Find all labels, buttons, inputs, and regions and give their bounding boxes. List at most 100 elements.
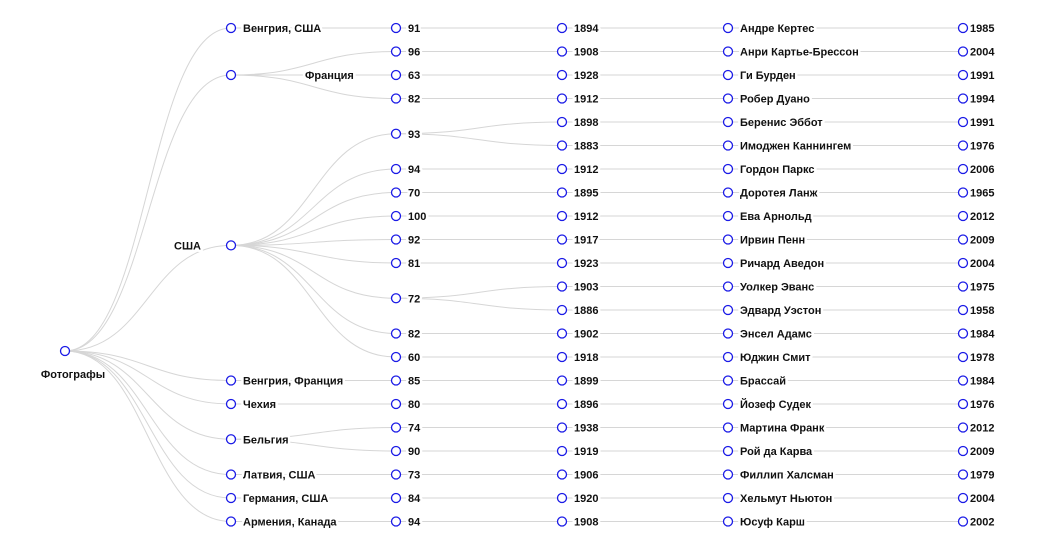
tree-node-depth-2[interactable] [390,93,402,104]
tree-node-depth-2[interactable] [390,69,402,81]
tree-node-depth-5[interactable] [957,116,969,128]
tree-node-depth-4[interactable] [722,516,734,527]
tree-node-depth-5[interactable] [957,234,969,245]
tree-node-depth-3[interactable] [556,22,568,34]
photographer-name-label-halo: Йозеф Судек [740,398,811,411]
tree-node-depth-2[interactable] [390,422,402,433]
tree-node-depth-2[interactable] [390,445,402,457]
tree-node-depth-2[interactable] [390,351,402,363]
tree-node-depth-2[interactable] [390,128,402,139]
tree-node-depth-5[interactable] [957,398,969,410]
tree-node-depth-5[interactable] [957,69,969,81]
tree-node-depth-4[interactable] [722,116,734,128]
tree-node-depth-2[interactable] [390,516,402,527]
tree-node-depth-5[interactable] [957,46,969,57]
tree-node-depth-5[interactable] [957,163,969,175]
tree-node-depth-2[interactable] [390,22,402,34]
tree-node-depth-5[interactable] [957,328,969,339]
tree-node-depth-2[interactable] [390,398,402,410]
tree-node-depth-1[interactable] [225,69,237,81]
tree-node-depth-4[interactable] [722,422,734,433]
tree-node-depth-5[interactable] [957,375,969,386]
tree-node-depth-3[interactable] [556,398,568,410]
tree-node-depth-5[interactable] [957,304,969,316]
tree-node-depth-1[interactable] [225,516,237,527]
tree-node-depth-4[interactable] [722,445,734,457]
tree-node-depth-5[interactable] [957,516,969,527]
tree-node-depth-2[interactable] [390,492,402,504]
tree-node-depth-5[interactable] [957,93,969,104]
tree-node-depth-4[interactable] [722,187,734,198]
tree-node-depth-3[interactable] [556,93,568,104]
tree-node-depth-3[interactable] [556,46,568,57]
tree-node-depth-2[interactable] [390,328,402,339]
tree-node-depth-2[interactable] [390,46,402,57]
tree-node-depth-4[interactable] [722,328,734,339]
tree-node-depth-3[interactable] [556,234,568,245]
photographer-name-label-halo: Рой да Карва [740,446,813,458]
tree-node-depth-3[interactable] [556,445,568,457]
tree-node-depth-3[interactable] [556,516,568,527]
tree-node-depth-5[interactable] [957,257,969,269]
tree-node-depth-3[interactable] [556,469,568,480]
tree-node-depth-3[interactable] [556,422,568,433]
tree-node-depth-5[interactable] [957,492,969,504]
tree-node-depth-1[interactable] [225,375,237,386]
tree-node-depth-4[interactable] [722,69,734,81]
tree-node-depth-3[interactable] [556,492,568,504]
tree-node-depth-4[interactable] [722,257,734,269]
tree-node-depth-4[interactable] [722,163,734,175]
tree-node-depth-4[interactable] [722,304,734,316]
tree-node-depth-4[interactable] [722,234,734,245]
tree-node-depth-5[interactable] [957,22,969,34]
tree-node-depth-4[interactable] [722,210,734,222]
tree-node-depth-4[interactable] [722,492,734,504]
tree-node-depth-3[interactable] [556,140,568,151]
tree-node-depth-2[interactable] [390,163,402,175]
tree-node-depth-5[interactable] [957,351,969,363]
tree-node-depth-5[interactable] [957,445,969,457]
tree-node-depth-2[interactable] [390,293,402,304]
tree-node-depth-5[interactable] [957,281,969,292]
tree-link [230,133,397,246]
tree-node-depth-4[interactable] [722,46,734,57]
tree-node-depth-2[interactable] [390,375,402,386]
tree-node-depth-4[interactable] [722,93,734,104]
tree-node-depth-2[interactable] [390,257,402,269]
tree-node-depth-3[interactable] [556,187,568,198]
tree-node-depth-4[interactable] [722,22,734,34]
tree-node-depth-4[interactable] [722,375,734,386]
tree-node-depth-1[interactable] [225,22,237,34]
tree-node-depth-3[interactable] [556,281,568,292]
tree-node-depth-5[interactable] [957,187,969,198]
tree-node-depth-2[interactable] [390,210,402,222]
tree-node-depth-5[interactable] [957,422,969,433]
tree-node-depth-5[interactable] [957,469,969,480]
tree-node-depth-3[interactable] [556,304,568,316]
tree-node-depth-5[interactable] [957,140,969,151]
tree-node-depth-3[interactable] [556,375,568,386]
tree-node-depth-3[interactable] [556,351,568,363]
tree-node-depth-0[interactable] [59,345,71,357]
tree-node-depth-4[interactable] [722,351,734,363]
tree-node-depth-4[interactable] [722,281,734,292]
tree-node-depth-1[interactable] [225,398,237,410]
tree-node-depth-3[interactable] [556,328,568,339]
tree-node-depth-1[interactable] [225,240,237,251]
tree-node-depth-3[interactable] [556,210,568,222]
tree-node-depth-4[interactable] [722,469,734,480]
tree-node-depth-3[interactable] [556,116,568,128]
tree-node-depth-3[interactable] [556,69,568,81]
death-year-label: 1975 [970,282,994,294]
tree-node-depth-1[interactable] [225,492,237,504]
tree-node-depth-3[interactable] [556,163,568,175]
tree-node-depth-2[interactable] [390,187,402,198]
tree-node-depth-1[interactable] [225,434,237,445]
tree-node-depth-1[interactable] [225,469,237,480]
tree-node-depth-5[interactable] [957,210,969,222]
tree-node-depth-4[interactable] [722,398,734,410]
tree-node-depth-4[interactable] [722,140,734,151]
tree-node-depth-2[interactable] [390,234,402,245]
tree-node-depth-3[interactable] [556,257,568,269]
tree-node-depth-2[interactable] [390,469,402,480]
